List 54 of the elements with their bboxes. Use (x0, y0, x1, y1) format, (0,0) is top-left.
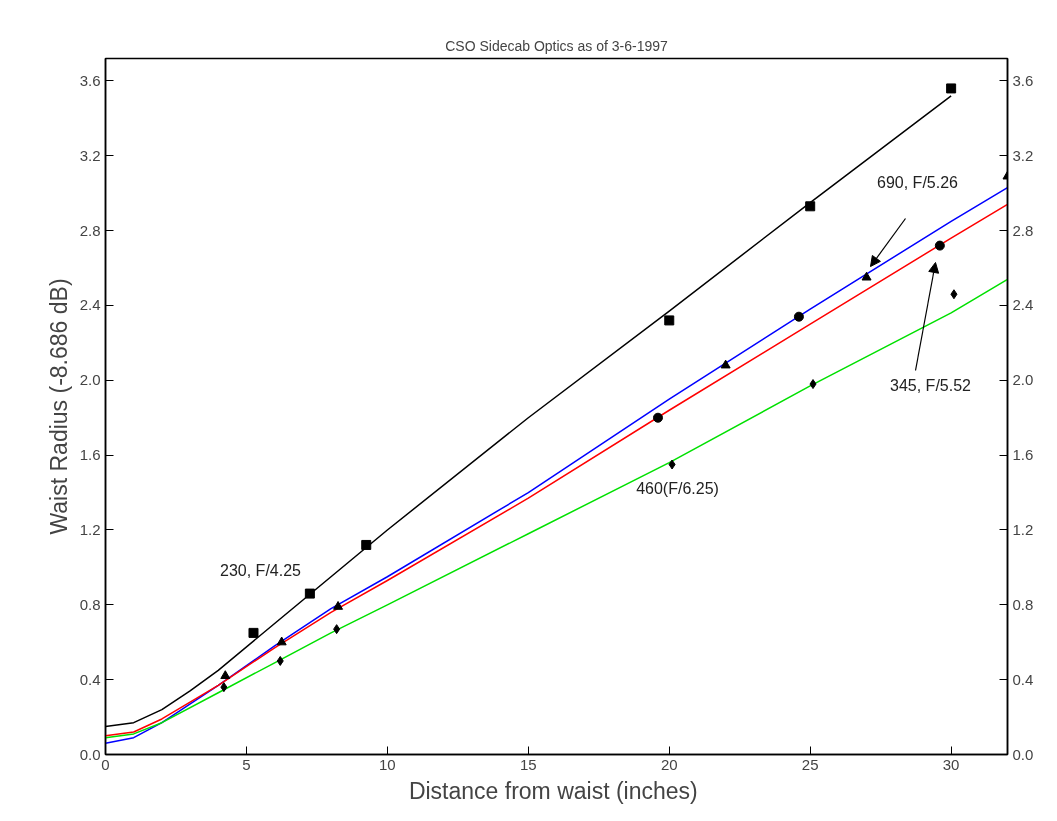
y2-tick-label: 1.6 (1012, 446, 1034, 464)
point (805, 201, 816, 212)
point (950, 289, 958, 300)
y2-tick-label: 3.6 (1012, 71, 1034, 89)
y-tick-label: 0.8 (79, 595, 101, 613)
point (333, 624, 341, 635)
y-tick-label: 1.6 (79, 446, 101, 464)
y2-tick-label: 0.8 (1012, 595, 1034, 613)
point (220, 670, 231, 680)
y-tick-label: 2.8 (79, 221, 101, 239)
point (793, 311, 804, 322)
x-axis-title: Distance from waist (inches) (408, 777, 698, 804)
y-tick-label: 2.4 (79, 296, 101, 314)
x-tick-label: 25 (801, 755, 819, 773)
y-tick-label: 1.2 (79, 520, 101, 538)
chart-title: CSO Sidecab Optics as of 3-6-1997 (445, 37, 668, 54)
y-tick-label: 0.4 (79, 670, 101, 688)
x-tick-label: 5 (242, 755, 251, 773)
point (809, 379, 817, 390)
x-tick-label: 20 (660, 755, 678, 773)
point (276, 636, 287, 646)
x-tick-label: 0 (101, 755, 110, 773)
y-tick-label: 0.0 (79, 745, 101, 763)
x-tick-label: 15 (519, 755, 537, 773)
point (220, 682, 228, 693)
point (668, 459, 676, 470)
point (248, 627, 259, 638)
point (934, 240, 945, 251)
point (652, 412, 663, 423)
y-tick-label: 3.6 (79, 71, 101, 89)
point (276, 655, 284, 666)
point (720, 359, 731, 369)
y2-tick-label: 2.0 (1012, 371, 1034, 389)
point (861, 271, 872, 281)
x-tick-label: 30 (942, 755, 960, 773)
annotation: 460(F/6.25) (636, 480, 719, 497)
annotation: 345, F/5.52 (890, 377, 972, 394)
annotation: 230, F/4.25 (220, 562, 302, 579)
y2-tick-label: 3.2 (1012, 146, 1034, 164)
point (946, 83, 957, 94)
y2-tick-label: 2.8 (1012, 221, 1034, 239)
y2-tick-label: 1.2 (1012, 520, 1034, 538)
y2-tick-label: 2.4 (1012, 296, 1034, 314)
annotation: 690, F/5.26 (877, 174, 959, 191)
y2-tick-label: 0.0 (1012, 745, 1034, 763)
y2-tick-label: 0.4 (1012, 670, 1034, 688)
y-axis-title: Waist Radius (-8.686 dB) (45, 278, 72, 535)
y-tick-label: 3.2 (79, 146, 101, 164)
x-tick-label: 10 (379, 755, 396, 773)
y-tick-label: 2.0 (79, 371, 101, 389)
point (361, 539, 372, 550)
point (304, 588, 315, 599)
point (333, 601, 344, 610)
point (664, 315, 675, 326)
